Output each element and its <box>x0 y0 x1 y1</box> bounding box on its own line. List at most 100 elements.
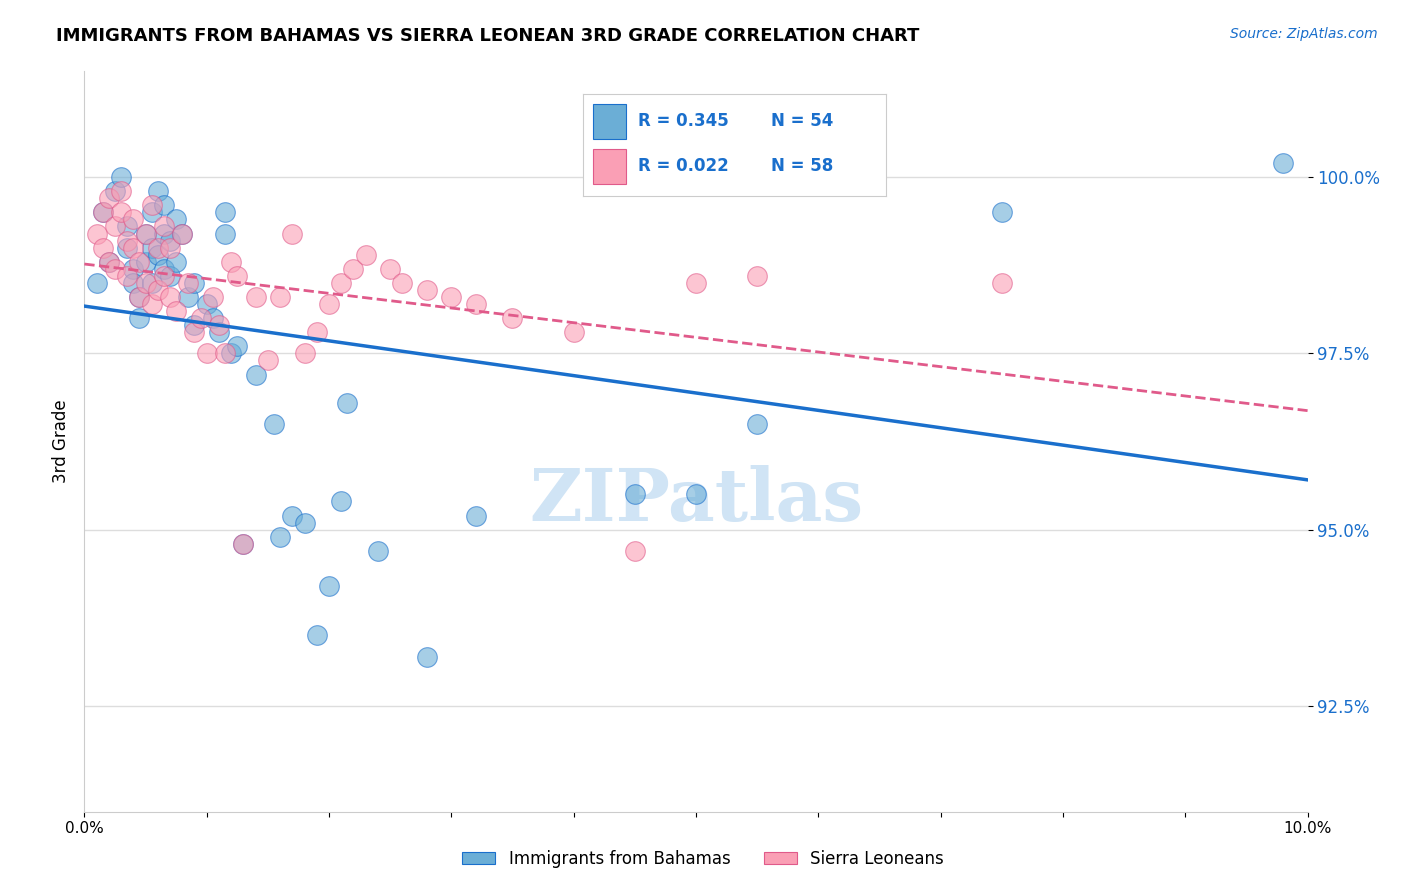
Point <box>104 219 127 234</box>
Point <box>416 649 439 664</box>
Point <box>165 254 187 268</box>
Point <box>214 346 236 360</box>
Point <box>183 276 205 290</box>
Point <box>232 537 254 551</box>
Text: N = 54: N = 54 <box>770 112 834 130</box>
Point <box>146 248 169 262</box>
Point <box>153 219 176 234</box>
Point <box>135 254 157 268</box>
Point <box>91 205 114 219</box>
Point <box>367 544 389 558</box>
Point <box>141 276 163 290</box>
Point <box>501 311 523 326</box>
Point <box>135 227 157 241</box>
Point <box>97 191 120 205</box>
Point <box>380 261 402 276</box>
Point <box>122 241 145 255</box>
Point <box>336 396 359 410</box>
Point <box>153 268 176 283</box>
Point <box>195 297 218 311</box>
Point <box>177 276 200 290</box>
Point <box>440 290 463 304</box>
Point <box>318 579 340 593</box>
Point <box>1272 156 1295 170</box>
Text: IMMIGRANTS FROM BAHAMAS VS SIERRA LEONEAN 3RD GRADE CORRELATION CHART: IMMIGRANTS FROM BAHAMAS VS SIERRA LEONEA… <box>56 27 920 45</box>
Point <box>257 353 280 368</box>
Point <box>91 241 114 255</box>
Point <box>990 205 1012 219</box>
Point <box>104 184 127 198</box>
Point <box>318 297 340 311</box>
Text: R = 0.345: R = 0.345 <box>638 112 728 130</box>
Legend: Immigrants from Bahamas, Sierra Leoneans: Immigrants from Bahamas, Sierra Leoneans <box>456 844 950 875</box>
Point <box>172 227 194 241</box>
Point <box>128 254 150 268</box>
Point <box>122 212 145 227</box>
Point <box>128 290 150 304</box>
Point <box>110 205 132 219</box>
Point <box>562 325 585 339</box>
Point <box>245 290 267 304</box>
Point <box>183 318 205 333</box>
Text: N = 58: N = 58 <box>770 158 834 176</box>
Point <box>177 290 200 304</box>
Point <box>97 254 120 268</box>
Point <box>685 487 707 501</box>
Point <box>153 198 176 212</box>
Point <box>86 276 108 290</box>
Point <box>990 276 1012 290</box>
Point <box>208 325 231 339</box>
Point <box>354 248 377 262</box>
Point <box>245 368 267 382</box>
Point <box>135 276 157 290</box>
Point <box>165 304 187 318</box>
Point <box>330 276 353 290</box>
Point <box>464 297 486 311</box>
Point <box>141 205 163 219</box>
Point <box>624 544 647 558</box>
Point <box>159 268 181 283</box>
Point <box>115 219 138 234</box>
Point <box>172 227 194 241</box>
Point <box>146 283 169 297</box>
Point <box>153 261 176 276</box>
Point <box>159 241 181 255</box>
Point <box>263 417 285 431</box>
Point <box>141 241 163 255</box>
Point <box>146 184 169 198</box>
Point <box>128 311 150 326</box>
Point <box>97 254 120 268</box>
Point <box>141 297 163 311</box>
Point <box>416 283 439 297</box>
Point <box>305 628 328 642</box>
Point <box>685 276 707 290</box>
Point <box>159 234 181 248</box>
Point <box>745 417 768 431</box>
Point <box>269 530 291 544</box>
Point <box>294 516 316 530</box>
Point <box>269 290 291 304</box>
Point <box>219 346 242 360</box>
Point <box>281 508 304 523</box>
Point <box>464 508 486 523</box>
Point <box>219 254 242 268</box>
Point <box>91 205 114 219</box>
Point <box>115 234 138 248</box>
Point <box>232 537 254 551</box>
Point <box>135 227 157 241</box>
Point <box>294 346 316 360</box>
Point <box>128 290 150 304</box>
Text: Source: ZipAtlas.com: Source: ZipAtlas.com <box>1230 27 1378 41</box>
Point <box>190 311 212 326</box>
Text: R = 0.022: R = 0.022 <box>638 158 728 176</box>
Point <box>214 205 236 219</box>
Point <box>342 261 364 276</box>
Point <box>86 227 108 241</box>
Point <box>305 325 328 339</box>
Point <box>330 494 353 508</box>
Bar <box>592 104 626 139</box>
Point <box>122 261 145 276</box>
Point <box>110 170 132 185</box>
Point <box>226 339 249 353</box>
Point <box>159 290 181 304</box>
